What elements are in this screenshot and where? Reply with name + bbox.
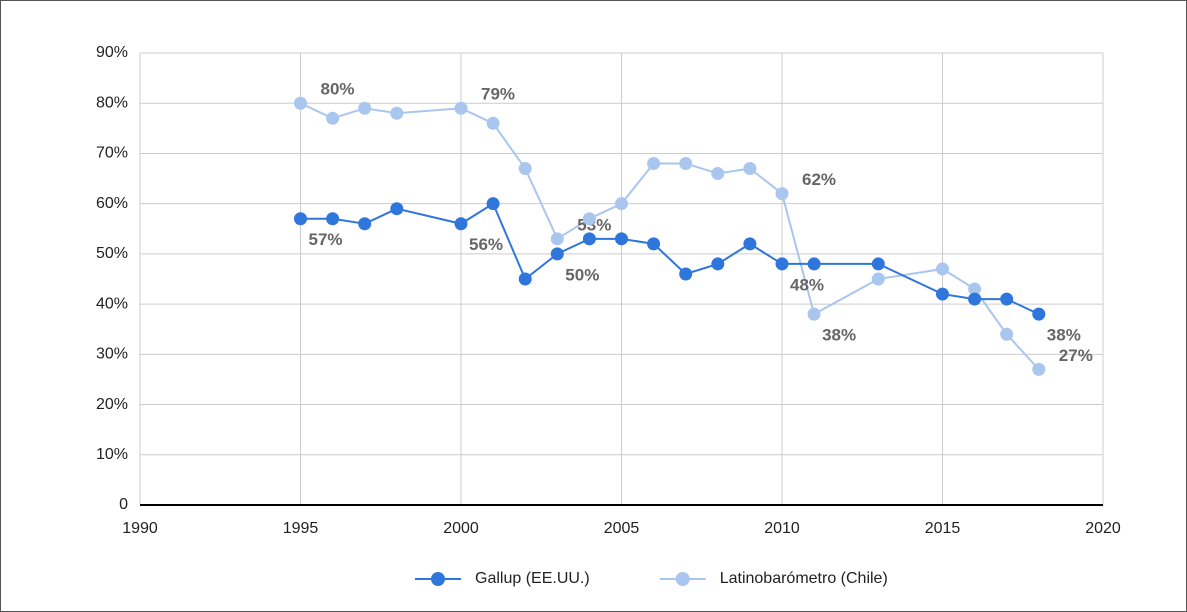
data-point (518, 272, 532, 286)
data-point (486, 116, 500, 130)
data-point (358, 217, 372, 231)
x-tick-label: 2015 (925, 520, 961, 537)
data-point (615, 232, 628, 246)
data-point (582, 212, 596, 226)
data-point (968, 292, 982, 306)
data-point (1032, 307, 1046, 321)
data-point (1032, 362, 1046, 376)
data-point (615, 197, 628, 211)
legend-marker (675, 572, 690, 586)
value-label: 80% (321, 80, 355, 99)
data-point (936, 287, 949, 301)
data-point (743, 162, 757, 176)
x-tick-label: 2010 (764, 520, 800, 537)
data-point (390, 202, 404, 216)
data-point (550, 247, 564, 261)
data-point (518, 162, 532, 176)
value-label: 57% (309, 230, 343, 249)
data-point (454, 101, 468, 115)
data-point (936, 262, 949, 276)
data-point (968, 282, 982, 296)
y-tick-label: 50% (96, 245, 128, 262)
data-point (775, 187, 789, 201)
y-tick-label: 90% (96, 44, 128, 61)
x-tick-label: 2005 (604, 520, 640, 537)
value-label: 56% (469, 235, 503, 254)
value-label: 38% (822, 326, 856, 345)
data-point (711, 167, 725, 181)
data-point (743, 237, 757, 251)
data-point (711, 257, 725, 271)
data-point (486, 197, 500, 211)
y-tick-label: 40% (96, 295, 128, 312)
value-label: 79% (481, 85, 515, 104)
data-point (679, 267, 693, 281)
value-label: 48% (790, 275, 824, 294)
y-tick-label: 80% (96, 94, 128, 111)
y-tick-label: 0 (119, 496, 128, 513)
data-point (294, 212, 307, 226)
legend-marker (431, 572, 445, 586)
legend-label: Latinobarómetro (Chile) (720, 570, 888, 587)
data-point (775, 257, 789, 271)
x-tick-label: 1995 (283, 520, 319, 537)
data-point (647, 156, 661, 170)
data-point (807, 307, 821, 321)
x-tick-label: 2020 (1085, 520, 1121, 537)
data-point (679, 156, 693, 170)
y-tick-label: 70% (96, 145, 128, 162)
data-point (326, 212, 340, 226)
data-point (550, 232, 564, 246)
data-point (871, 272, 885, 286)
value-label: 38% (1047, 326, 1081, 345)
x-tick-label: 1990 (122, 520, 158, 537)
legend-label: Gallup (EE.UU.) (475, 570, 590, 587)
y-tick-label: 10% (96, 446, 128, 463)
y-tick-label: 20% (96, 396, 128, 413)
data-point (358, 101, 372, 115)
data-point (1000, 327, 1014, 341)
y-tick-label: 30% (96, 346, 128, 363)
value-label: 62% (802, 170, 836, 189)
value-label: 50% (565, 265, 599, 284)
data-point (1000, 292, 1014, 306)
data-point (390, 106, 404, 120)
value-label: 27% (1059, 346, 1093, 365)
y-tick-label: 60% (96, 195, 128, 212)
data-point (647, 237, 661, 251)
data-point (582, 232, 596, 246)
x-tick-label: 2000 (443, 520, 479, 537)
data-point (807, 257, 821, 271)
data-point (454, 217, 468, 231)
data-point (294, 96, 307, 110)
data-point (871, 257, 885, 271)
data-point (326, 111, 340, 125)
